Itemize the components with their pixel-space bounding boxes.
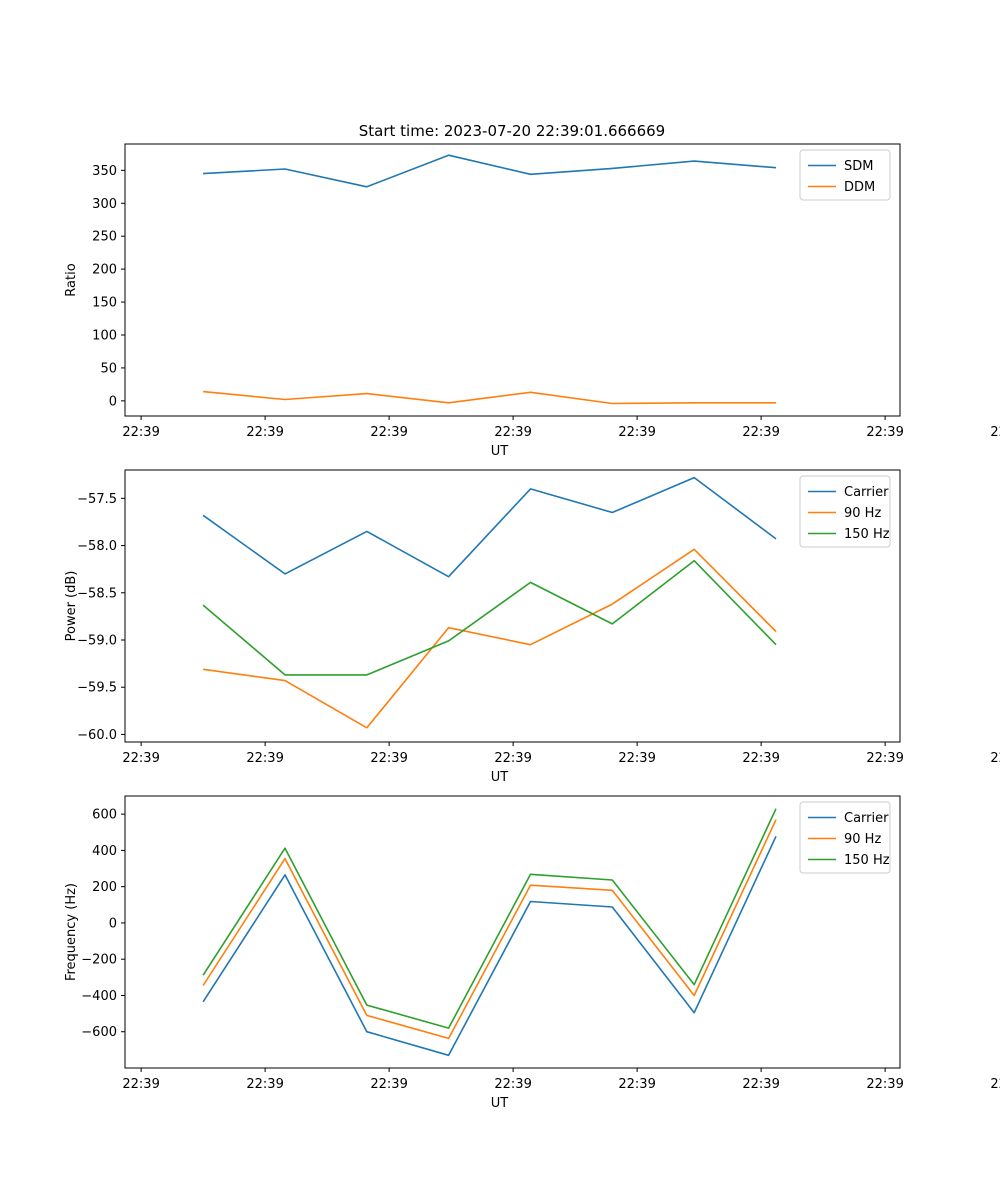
x-tick-label: 22:40	[990, 751, 1000, 766]
series-line-150-hz	[202, 808, 777, 1029]
x-tick-label: 22:39	[246, 1077, 283, 1092]
x-tick-label: 22:39	[618, 1077, 655, 1092]
legend-label: DDM	[844, 180, 875, 195]
y-tick-label: 250	[92, 230, 117, 245]
legend-box	[799, 801, 891, 874]
series-line-150-hz	[202, 559, 777, 676]
axes-frame	[124, 143, 901, 417]
series-line-carrier	[202, 835, 777, 1057]
x-tick-label: 22:39	[122, 751, 159, 766]
y-axis-label: Frequency (Hz)	[64, 883, 79, 981]
x-tick-label: 22:39	[618, 751, 655, 766]
y-tick-label: −58.0	[77, 539, 117, 554]
x-axis-label: UT	[491, 770, 509, 785]
y-tick-label: −200	[81, 953, 117, 968]
x-tick-label: 22:39	[742, 425, 779, 440]
y-tick-label: 150	[92, 296, 117, 311]
chart-panel-2: 22:39 22:39 22:39 22:39 22:39 22:39 22:39 22:40…	[64, 469, 1000, 785]
axes-frame	[124, 469, 901, 743]
legend-box	[799, 149, 891, 201]
x-tick-label: 22:40	[990, 425, 1000, 440]
legend-box	[799, 475, 891, 548]
x-tick-label: 22:39	[246, 751, 283, 766]
legend-label: 150 Hz	[844, 853, 890, 868]
x-tick-label: 22:39	[866, 1077, 903, 1092]
y-tick-label: 0	[109, 394, 117, 409]
series-line-carrier	[202, 476, 777, 578]
x-tick-label: 22:39	[122, 1077, 159, 1092]
x-tick-label: 22:39	[494, 1077, 531, 1092]
y-axis-label: Power (dB)	[64, 571, 79, 642]
y-tick-label: −59.5	[77, 681, 117, 696]
y-tick-label: −600	[81, 1025, 117, 1040]
y-tick-label: 300	[92, 197, 117, 212]
legend: Carrier 90 Hz 150 Hz	[799, 801, 891, 874]
y-tick-label: 50	[100, 361, 117, 376]
x-tick-label: 22:39	[370, 751, 407, 766]
series-line-ddm	[203, 390, 776, 405]
legend: SDM DDM	[799, 149, 891, 201]
y-tick-label: 0	[109, 916, 117, 931]
legend-label: Carrier	[844, 485, 889, 500]
x-tick-label: 22:39	[246, 425, 283, 440]
y-tick-label: 200	[92, 263, 117, 278]
x-tick-label: 22:39	[370, 425, 407, 440]
legend-label: Carrier	[844, 811, 889, 826]
x-tick-label: 22:39	[122, 425, 159, 440]
x-tick-label: 22:40	[990, 1077, 1000, 1092]
figure-title: Start time: 2023-07-20 22:39:01.666669	[359, 122, 665, 140]
y-tick-label: 350	[92, 164, 117, 179]
y-tick-label: −58.5	[77, 586, 117, 601]
legend-label: SDM	[844, 159, 873, 174]
legend-label: 150 Hz	[844, 527, 890, 542]
y-tick-label: 600	[92, 808, 117, 823]
subplots: 22:39 22:39 22:39 22:39 22:39 22:39 22:39 22:40…	[64, 143, 1000, 1111]
axes-frame	[124, 795, 901, 1069]
x-tick-label: 22:39	[618, 425, 655, 440]
x-tick-label: 22:39	[866, 425, 903, 440]
y-tick-label: −400	[81, 989, 117, 1004]
x-tick-label: 22:39	[494, 425, 531, 440]
legend-label: 90 Hz	[844, 832, 881, 847]
chart-panel-1: 22:39 22:39 22:39 22:39 22:39 22:39 22:39 22:40…	[64, 143, 1000, 459]
x-tick-label: 22:39	[742, 751, 779, 766]
series-line-sdm	[203, 154, 777, 188]
chart-panel-3: 22:39 22:39 22:39 22:39 22:39 22:39 22:39 22:40…	[64, 795, 1000, 1111]
series-line-90-hz	[202, 548, 777, 729]
y-tick-label: −57.5	[77, 492, 117, 507]
y-tick-label: −59.0	[77, 634, 117, 649]
y-tick-label: 100	[92, 328, 117, 343]
x-tick-label: 22:39	[866, 751, 903, 766]
legend-label: 90 Hz	[844, 506, 881, 521]
series-group	[202, 476, 777, 729]
x-axis-label: UT	[491, 444, 509, 459]
legend: Carrier 90 Hz 150 Hz	[799, 475, 891, 548]
y-axis-label: Ratio	[64, 263, 79, 296]
x-tick-label: 22:39	[370, 1077, 407, 1092]
y-tick-label: −60.0	[77, 728, 117, 743]
x-tick-label: 22:39	[494, 751, 531, 766]
y-tick-label: 200	[92, 880, 117, 895]
series-group	[202, 808, 777, 1057]
y-tick-label: 400	[92, 844, 117, 859]
series-group	[203, 154, 777, 405]
series-line-90-hz	[202, 819, 777, 1040]
x-tick-label: 22:39	[742, 1077, 779, 1092]
x-axis-label: UT	[491, 1096, 509, 1111]
